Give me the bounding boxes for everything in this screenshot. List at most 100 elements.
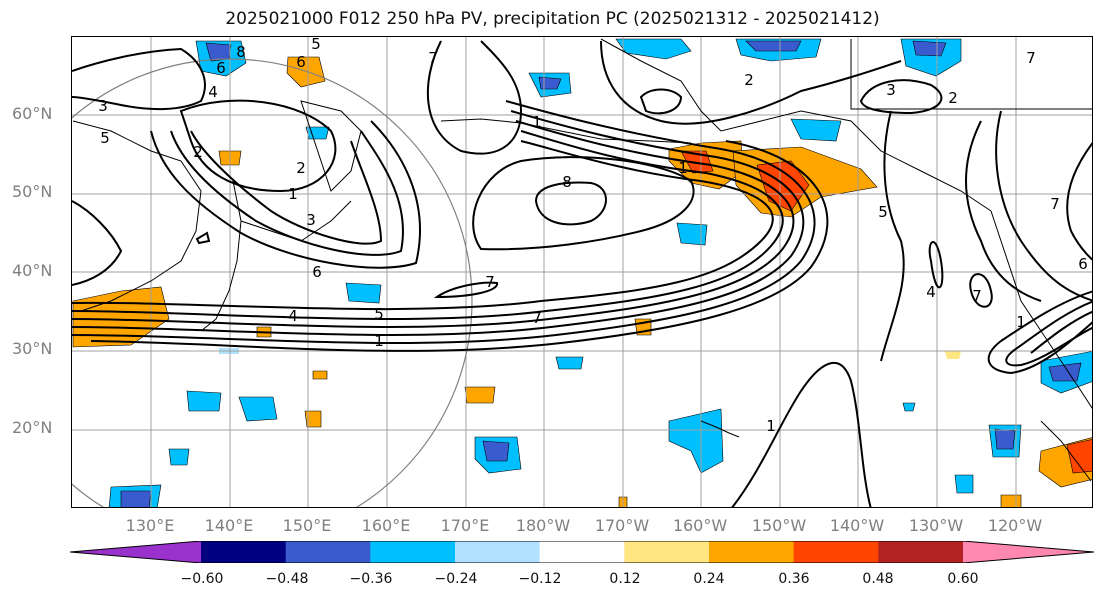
colorbar-tick-label: −0.24 [434,571,478,587]
contour-label: 4 [208,83,218,101]
precip-patch [482,440,510,462]
lon-label-170w: 170°W [594,516,650,535]
pv-contour [880,110,905,362]
coast-alaska [600,38,992,212]
lon-label-130w: 130°W [908,516,964,535]
contour-label: 6 [1078,255,1088,273]
colorbar-extend-high [963,541,1094,563]
contour-label: 4 [926,283,936,301]
contour-label-group: 3 5 6 8 5 6 4 7 1 2 1 8 2 1 3 6 4 5 7 7 … [98,37,1088,435]
precip-patch [668,408,724,474]
contour-label: 1 [766,417,776,435]
precip-patch [680,150,714,174]
colorbar-segment [201,541,287,563]
precip-patch [790,118,842,142]
lon-label-120w: 120°W [987,516,1043,535]
contour-label: 6 [296,53,306,71]
pv-contour [987,290,1092,375]
contour-label: 5 [100,129,110,147]
contour-label: 8 [562,173,572,191]
colorbar-tick-label: −0.48 [265,571,309,587]
pv-contour [731,361,872,507]
contour-label: 2 [948,89,958,107]
contour-label: 5 [311,37,321,53]
coast-japan [200,180,242,332]
pv-contour [600,40,902,125]
precip-patch [745,40,802,52]
precip-patch [555,356,584,370]
coast-asia [72,120,202,312]
pv-contour [179,99,337,193]
pv-contour [72,110,805,336]
colorbar-tick-label: 0.12 [609,571,641,587]
contour-label: 1 [1016,313,1026,331]
lon-label-160e: 160°E [361,516,411,535]
colorbar-segment [709,541,795,563]
contour-label: 2 [744,71,754,89]
lon-label-170e: 170°E [440,516,490,535]
colorbar [70,541,1094,563]
pv-contour [72,140,774,311]
precip-patch [902,402,916,412]
precip-patch [945,351,961,359]
contour-label: 2 [193,143,203,161]
contour-label: 2 [296,159,306,177]
pv-contours [72,40,1092,507]
precip-patch [345,282,382,304]
colorbar-segment [539,541,625,563]
contour-label: 6 [216,59,226,77]
colorbar-segment [285,541,371,563]
pv-contour [1005,300,1092,367]
contour-label: 6 [312,263,322,281]
contour-label: 5 [374,305,384,323]
precip-patch [954,474,974,494]
pv-contour [639,88,683,115]
pv-contour [1066,142,1092,261]
precip-patch [120,490,152,507]
pv-contour [72,120,795,328]
coast-baja [1040,420,1092,482]
contour-label: 5 [878,203,888,221]
precip-patch [912,40,947,57]
precip-patch [1000,494,1022,507]
pv-contour [433,281,498,299]
pv-contour [965,120,1042,302]
precip-patch [304,410,322,428]
lat-label-30n: 30°N [12,339,53,358]
pv-contour [72,47,206,111]
pv-contour [859,79,943,115]
lon-label-150w: 150°W [751,516,807,535]
contour-label: 1 [678,159,688,177]
coast-canada-border [850,39,1092,110]
precip-patch [238,396,278,422]
pv-contour [90,140,829,352]
contour-label: 7 [1026,49,1036,67]
contour-label: 1 [374,332,384,350]
pv-contour [190,130,383,245]
coast-hawaii [700,420,740,438]
contour-label: 1 [532,113,542,131]
colorbar-segment [624,541,710,563]
contour-label: 7 [972,287,982,305]
coast-kamchatka [300,100,362,192]
precip-patch [168,448,190,466]
contour-label: 7 [485,273,495,291]
lon-label-180w: 180°W [515,516,571,535]
contour-label: 7 [532,309,542,327]
lon-label-140e: 140°E [204,516,254,535]
coast-aleutians [440,118,692,144]
pv-contour [1030,310,1092,354]
colorbar-tick-label: 0.60 [947,571,979,587]
lat-label-60n: 60°N [12,104,53,123]
precip-patch [464,386,496,404]
precip-patch [305,126,330,140]
contour-label: 7 [1050,195,1060,213]
pv-contour [72,100,816,344]
pv-contour [150,120,421,269]
contour-label: 1 [288,185,298,203]
lat-label-20n: 20°N [12,418,53,437]
lon-label-140w: 140°W [829,516,885,535]
colorbar-tick-label: 0.48 [862,571,894,587]
precip-patch [615,38,692,60]
colorbar-extend-low [70,541,201,563]
